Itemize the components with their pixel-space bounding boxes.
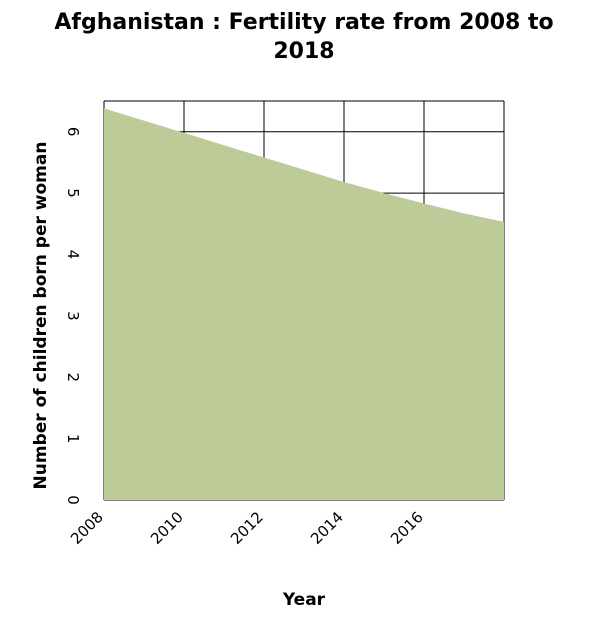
- y-axis-label: Number of children born per woman: [31, 142, 51, 490]
- y-tick-label: 6: [64, 127, 82, 137]
- y-tick-label: 5: [64, 188, 82, 198]
- y-tick-label: 1: [64, 434, 82, 444]
- x-tick-label: 2008: [67, 508, 107, 548]
- x-axis-label: Year: [282, 590, 326, 610]
- x-tick-label: 2014: [307, 508, 347, 548]
- x-tick-label: 2010: [147, 508, 187, 548]
- y-tick-label: 4: [64, 250, 82, 260]
- x-tick-label: 2012: [227, 508, 267, 548]
- chart-title: Afghanistan : Fertility rate from 2008 t…: [54, 10, 554, 64]
- x-tick-label: 2016: [387, 508, 427, 548]
- y-tick-label: 2: [64, 372, 82, 382]
- y-tick-label: 0: [64, 495, 82, 505]
- series-area: [104, 108, 504, 501]
- y-tick-label: 3: [64, 311, 82, 321]
- area-layer: [104, 108, 504, 501]
